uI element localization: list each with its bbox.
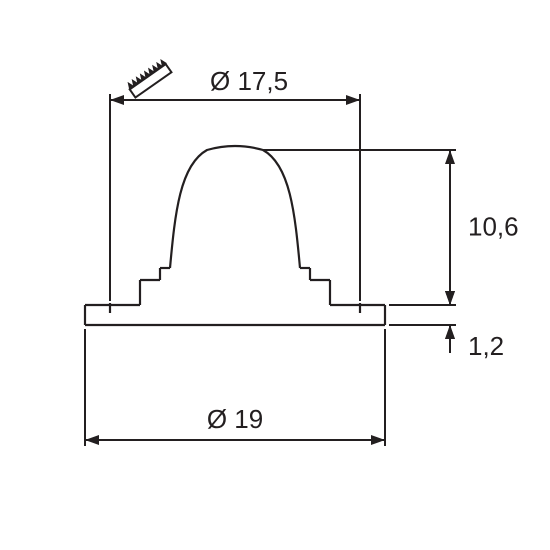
- dim-outer-diameter: Ø 19: [207, 404, 263, 434]
- dimension-drawing: Ø 17,5 Ø 19 10,6 1,2: [0, 0, 550, 550]
- holesaw-icon: [126, 59, 172, 98]
- dim-flange: 1,2: [468, 331, 504, 361]
- dim-cutout-diameter: Ø 17,5: [210, 66, 288, 96]
- dim-height: 10,6: [468, 212, 519, 242]
